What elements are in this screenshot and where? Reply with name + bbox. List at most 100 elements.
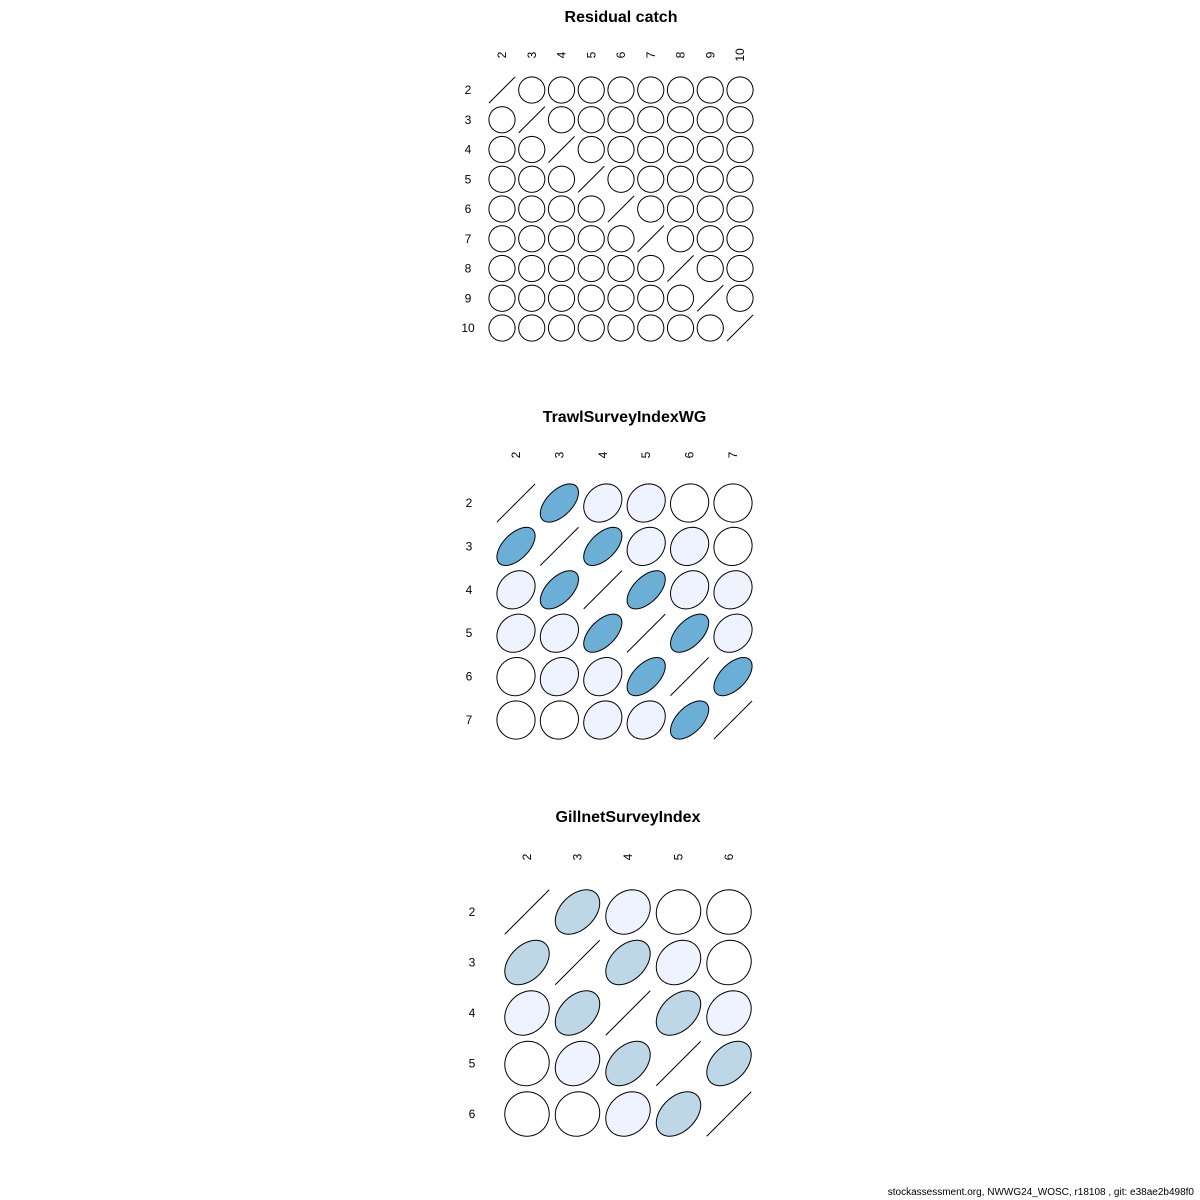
row-label: 10 xyxy=(461,321,475,335)
correlation-ellipse xyxy=(547,225,576,253)
correlation-ellipse xyxy=(607,195,635,223)
correlation-ellipse xyxy=(488,135,516,164)
correlation-ellipse xyxy=(518,76,546,104)
correlation-ellipse xyxy=(626,526,666,566)
column-label: 5 xyxy=(672,853,686,860)
column-label: 6 xyxy=(614,51,628,58)
footer-credit: stockassessment.org, NWWG24_WOSC, r18108… xyxy=(887,1187,1194,1198)
correlation-ellipse xyxy=(607,165,635,193)
correlation-ellipse xyxy=(726,195,754,223)
correlation-ellipse xyxy=(554,939,601,986)
column-label: 7 xyxy=(644,51,658,58)
correlation-ellipse xyxy=(504,939,550,986)
correlation-ellipse xyxy=(488,76,516,104)
correlation-ellipse xyxy=(488,284,516,312)
correlation-ellipse xyxy=(726,165,754,193)
correlation-ellipse xyxy=(726,76,754,104)
correlation-ellipse xyxy=(488,165,516,193)
row-label: 4 xyxy=(466,583,473,597)
panel-3: GillnetSurveyIndex 2 2 3 3 4 4 5 5 6 6 xyxy=(469,809,752,1137)
correlation-ellipse xyxy=(626,613,666,653)
correlation-ellipse xyxy=(539,700,579,740)
panel-1: Residual catch 2 2 3 3 4 4 5 5 6 6 7 7 8 8 9 9 10 10 xyxy=(461,9,754,342)
correlation-ellipse xyxy=(547,314,576,342)
column-label: 4 xyxy=(621,853,635,860)
row-label: 5 xyxy=(469,1057,476,1071)
correlation-ellipse xyxy=(713,483,753,523)
correlation-ellipse xyxy=(666,135,695,164)
correlation-ellipse xyxy=(547,76,576,104)
correlation-ellipse xyxy=(713,613,753,653)
row-label: 2 xyxy=(465,83,472,97)
row-label: 6 xyxy=(469,1107,476,1121)
correlation-ellipse xyxy=(696,314,724,342)
correlation-ellipse xyxy=(670,570,710,610)
correlation-ellipse xyxy=(607,284,635,312)
row-label: 6 xyxy=(466,670,473,684)
correlation-ellipse xyxy=(504,990,550,1036)
correlation-ellipse xyxy=(696,76,724,104)
row-label: 9 xyxy=(465,291,472,305)
correlation-ellipse xyxy=(605,889,651,935)
correlation-ellipse xyxy=(577,165,605,193)
column-label: 6 xyxy=(683,451,697,458)
correlation-ellipse xyxy=(607,254,635,283)
correlation-ellipse xyxy=(577,106,605,134)
column-label: 3 xyxy=(571,853,585,860)
correlation-ellipse xyxy=(583,700,623,740)
column-label: 6 xyxy=(722,853,736,860)
correlation-ellipse xyxy=(637,106,665,134)
correlation-ellipse xyxy=(655,889,702,935)
correlation-ellipse xyxy=(577,284,605,312)
correlation-ellipse xyxy=(637,76,665,104)
column-label: 2 xyxy=(495,51,509,58)
row-label: 7 xyxy=(465,232,472,246)
correlation-ellipse xyxy=(713,570,753,610)
correlation-ellipse xyxy=(605,990,651,1036)
correlation-ellipse xyxy=(496,700,536,740)
correlation-ellipse xyxy=(496,657,536,697)
correlation-ellipse xyxy=(696,106,724,134)
correlation-ellipse xyxy=(637,284,665,312)
correlation-ellipse xyxy=(666,76,695,104)
correlation-ellipse xyxy=(496,613,536,653)
correlation-ellipse xyxy=(488,225,516,253)
correlation-ellipse xyxy=(605,1091,651,1137)
correlation-ellipse xyxy=(518,135,546,164)
row-label: 5 xyxy=(466,626,473,640)
correlation-ellipse xyxy=(713,657,753,697)
correlation-ellipse xyxy=(607,135,635,164)
correlation-ellipse xyxy=(726,225,754,253)
correlation-ellipse xyxy=(670,657,710,697)
row-label: 2 xyxy=(469,905,476,919)
correlation-ellipse xyxy=(726,284,754,312)
correlation-ellipse xyxy=(488,106,516,134)
panel-title: TrawlSurveyIndexWG xyxy=(543,409,707,426)
correlation-ellipse xyxy=(607,106,635,134)
correlation-ellipse xyxy=(554,1040,601,1087)
row-label: 3 xyxy=(469,956,476,970)
row-label: 4 xyxy=(469,1006,476,1020)
correlation-ellipse xyxy=(706,990,752,1036)
correlation-ellipse xyxy=(518,195,546,223)
correlation-ellipse xyxy=(518,314,546,342)
correlation-ellipse xyxy=(637,314,665,342)
correlation-ellipse xyxy=(518,284,546,312)
column-label: 8 xyxy=(674,51,688,58)
correlation-ellipse xyxy=(670,700,710,740)
panel-title: Residual catch xyxy=(565,9,678,26)
column-label: 5 xyxy=(639,451,653,458)
correlation-ellipse xyxy=(583,613,623,653)
correlation-ellipse xyxy=(637,225,665,253)
correlation-ellipse xyxy=(539,483,579,523)
correlation-ellipse xyxy=(554,1091,601,1137)
correlation-ellipse xyxy=(655,939,702,986)
correlation-ellipse xyxy=(637,195,665,223)
column-label: 7 xyxy=(726,451,740,458)
row-label: 8 xyxy=(465,262,472,276)
correlation-ellipse xyxy=(666,106,695,134)
row-label: 5 xyxy=(465,172,472,186)
correlation-ellipse xyxy=(539,570,579,610)
